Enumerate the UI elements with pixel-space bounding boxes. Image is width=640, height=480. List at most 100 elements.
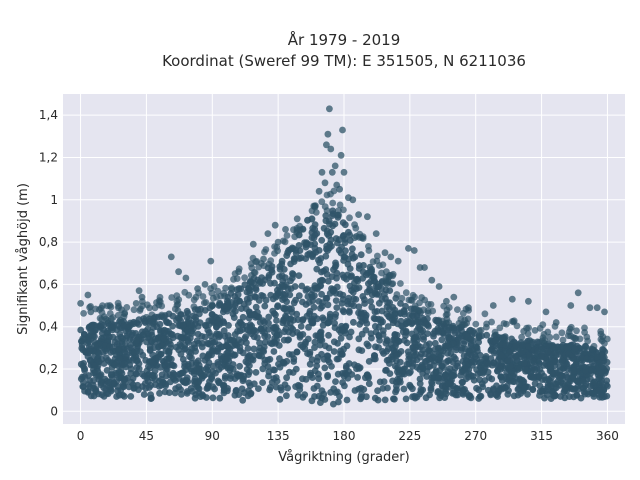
data-point (346, 333, 353, 341)
data-point (213, 323, 221, 331)
data-point (173, 292, 181, 299)
data-point (512, 342, 520, 350)
data-point (447, 344, 454, 352)
data-point (241, 274, 249, 282)
data-point (239, 349, 247, 357)
data-point (530, 357, 537, 365)
data-point (235, 336, 243, 344)
data-point (352, 276, 360, 283)
data-point (340, 168, 348, 176)
x-tick-label: 90 (205, 429, 220, 443)
data-point (483, 331, 491, 339)
scatter-points (77, 105, 611, 408)
data-point (460, 352, 468, 360)
data-point (567, 302, 575, 309)
data-point (201, 281, 209, 288)
data-point (581, 324, 588, 332)
data-point (510, 318, 517, 326)
data-point (269, 307, 277, 315)
data-point (445, 380, 453, 388)
data-point (371, 394, 379, 402)
data-point (321, 179, 329, 187)
data-point (552, 384, 560, 392)
data-point (216, 314, 224, 322)
data-point (348, 300, 355, 308)
data-point (256, 339, 263, 347)
data-point (383, 336, 391, 344)
data-point (450, 293, 458, 301)
data-point (320, 224, 328, 232)
data-point (398, 367, 406, 374)
data-point (465, 392, 473, 399)
data-point (561, 385, 569, 393)
data-point (445, 319, 453, 327)
data-point (552, 333, 560, 341)
x-tick-label: 0 (77, 429, 85, 443)
data-point (254, 308, 261, 316)
data-point (236, 372, 244, 379)
data-point (310, 234, 318, 242)
data-point (354, 374, 361, 381)
data-point (277, 386, 285, 394)
data-point (565, 328, 573, 336)
data-point (311, 225, 319, 233)
data-point (374, 387, 381, 395)
data-point (489, 302, 497, 309)
data-point (461, 360, 469, 368)
data-point (186, 353, 194, 360)
data-point (80, 310, 87, 317)
data-point (350, 318, 357, 326)
data-point (431, 339, 439, 347)
data-point (196, 369, 204, 377)
data-point (341, 221, 349, 229)
data-point (260, 262, 268, 270)
data-point (475, 332, 483, 339)
data-point (509, 378, 517, 385)
data-point (297, 323, 305, 330)
data-point (92, 327, 99, 334)
data-point (183, 390, 191, 397)
data-point (318, 350, 325, 358)
data-point (452, 355, 459, 363)
data-point (573, 392, 581, 399)
data-point (104, 327, 111, 335)
data-point (323, 141, 330, 149)
data-point (208, 311, 216, 318)
data-point (274, 238, 282, 246)
data-point (392, 388, 399, 396)
data-point (119, 361, 127, 369)
x-tick-label: 45 (139, 429, 154, 443)
data-point (367, 298, 374, 305)
data-point (179, 356, 187, 363)
data-point (141, 380, 149, 387)
data-point (207, 332, 215, 340)
data-point (525, 297, 532, 305)
data-point (603, 392, 611, 400)
data-point (282, 314, 290, 321)
data-point (299, 226, 307, 233)
data-point (365, 247, 373, 254)
data-point (427, 386, 435, 394)
data-point (194, 285, 202, 292)
data-point (209, 383, 217, 391)
data-point (338, 326, 346, 334)
data-point (247, 260, 255, 268)
data-point (324, 130, 332, 138)
data-point (281, 238, 289, 246)
data-point (86, 347, 93, 355)
data-point (363, 340, 371, 348)
data-point (120, 376, 128, 384)
data-point (327, 145, 335, 153)
data-point (260, 255, 267, 263)
data-point (422, 321, 430, 328)
data-point (266, 355, 274, 363)
data-point (526, 352, 534, 360)
data-point (295, 231, 303, 239)
data-point (241, 335, 249, 342)
data-point (550, 392, 557, 399)
data-point (510, 370, 518, 377)
data-point (179, 322, 187, 329)
data-point (295, 242, 303, 249)
data-point (181, 288, 189, 296)
data-point (86, 383, 94, 391)
